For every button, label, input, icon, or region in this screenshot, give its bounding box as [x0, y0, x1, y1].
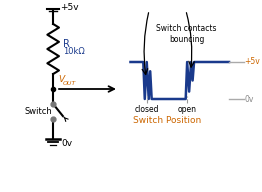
Text: 10kΩ: 10kΩ — [63, 47, 85, 56]
Text: open: open — [178, 105, 197, 114]
Text: +5v: +5v — [244, 57, 260, 66]
Text: closed: closed — [135, 105, 160, 114]
Text: Switch: Switch — [24, 108, 52, 117]
Text: 0v: 0v — [61, 140, 72, 148]
Text: 0v: 0v — [244, 94, 254, 103]
Text: Switch Position: Switch Position — [133, 116, 201, 125]
Text: OUT: OUT — [63, 81, 76, 86]
Text: V: V — [58, 75, 64, 84]
Text: R: R — [63, 39, 70, 49]
Text: Switch contacts
bouncing: Switch contacts bouncing — [156, 24, 217, 44]
Text: +5v: +5v — [60, 3, 79, 12]
